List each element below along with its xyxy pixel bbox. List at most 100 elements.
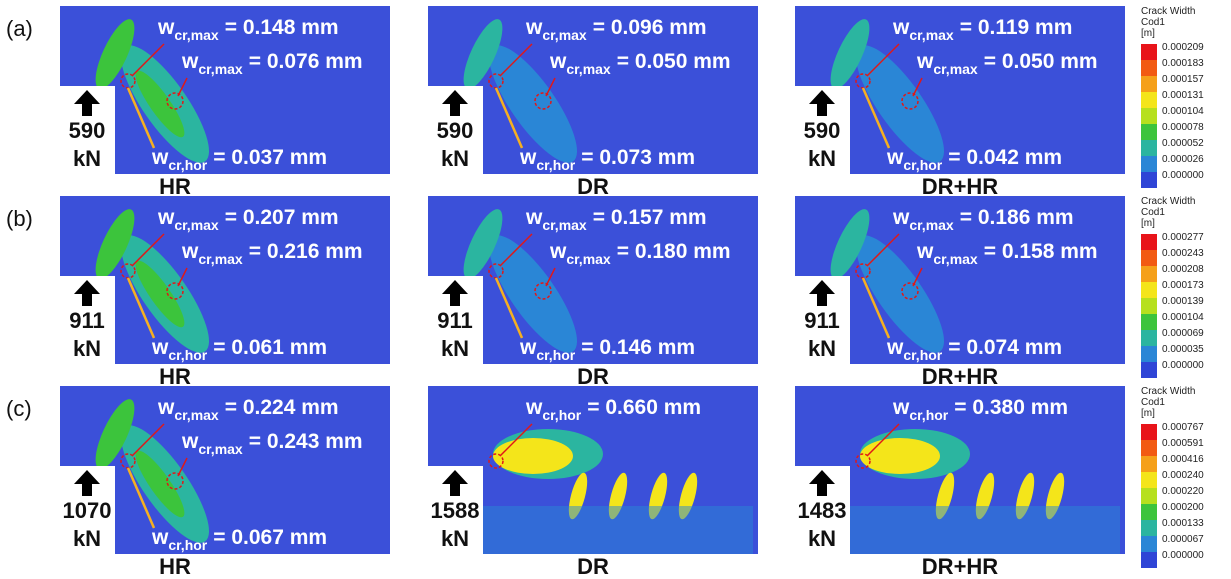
legend-title: Cod1 [1141, 397, 1165, 408]
value-text: = 0.180 mm [617, 240, 731, 263]
value-text: = 0.158 mm [984, 240, 1098, 263]
value-text: = 0.050 mm [984, 50, 1098, 73]
symbol: w [525, 16, 543, 39]
legend-swatch [1141, 552, 1157, 568]
subscript: cr,max [542, 217, 587, 233]
panel-name: DR [577, 364, 609, 389]
legend-value: 0.000220 [1162, 486, 1204, 497]
legend-swatch [1141, 234, 1157, 250]
load-unit: kN [73, 146, 101, 171]
legend-value: 0.000067 [1162, 534, 1204, 545]
legend-value: 0.000069 [1162, 328, 1204, 339]
symbol: w [157, 396, 175, 419]
symbol: w [181, 430, 199, 453]
load-value: 590 [437, 118, 474, 143]
load-value: 1070 [63, 498, 112, 523]
contour [483, 506, 753, 554]
legend-title: Crack Width [1141, 386, 1195, 397]
legend-title: Crack Width [1141, 6, 1195, 17]
panel-name: DR+HR [922, 174, 999, 199]
legend: Crack WidthCod1[m]0.0007670.0005910.0004… [1141, 386, 1204, 568]
value-text: = 0.380 mm [954, 396, 1068, 419]
subscript: cr,max [174, 217, 219, 233]
legend-swatch [1141, 44, 1157, 60]
subscript: cr,max [198, 61, 243, 77]
subscript: cr,hor [909, 407, 948, 423]
legend-value: 0.000157 [1162, 74, 1204, 85]
load-value: 590 [804, 118, 841, 143]
load-unit: kN [73, 526, 101, 551]
legend-value: 0.000208 [1162, 264, 1204, 275]
legend-value: 0.000767 [1162, 422, 1204, 433]
symbol: w [151, 336, 169, 359]
legend-value: 0.000173 [1162, 280, 1204, 291]
legend-value: 0.000591 [1162, 438, 1204, 449]
legend-value: 0.000416 [1162, 454, 1204, 465]
value-text: = 0.076 mm [249, 50, 363, 73]
value-text: = 0.042 mm [948, 146, 1062, 169]
symbol: w [892, 206, 910, 229]
subscript: cr,max [566, 61, 611, 77]
panel-name: HR [159, 554, 191, 579]
symbol: w [519, 336, 537, 359]
legend-swatch [1141, 362, 1157, 378]
legend-title: Cod1 [1141, 207, 1165, 218]
symbol: w [151, 146, 169, 169]
value-text: = 0.186 mm [960, 206, 1074, 229]
contour [493, 438, 573, 474]
load-unit: kN [441, 526, 469, 551]
legend: Crack WidthCod1[m]0.0002770.0002430.0002… [1141, 196, 1204, 378]
symbol: w [549, 240, 567, 263]
legend-swatch [1141, 440, 1157, 456]
load-value: 590 [69, 118, 106, 143]
symbol: w [525, 206, 543, 229]
load-unit: kN [73, 336, 101, 361]
legend-value: 0.000035 [1162, 344, 1204, 355]
load-value: 911 [69, 308, 105, 333]
subscript: cr,max [542, 27, 587, 43]
panel-name: DR [577, 554, 609, 579]
panel-name: DR+HR [922, 554, 999, 579]
legend-value: 0.000209 [1162, 42, 1204, 53]
legend-value: 0.000139 [1162, 296, 1204, 307]
legend-value: 0.000104 [1162, 106, 1204, 117]
subscript: cr,max [909, 217, 954, 233]
legend-value: 0.000240 [1162, 470, 1204, 481]
legend-swatch [1141, 330, 1157, 346]
subscript: cr,hor [903, 347, 942, 363]
legend-swatch [1141, 282, 1157, 298]
load-value: 911 [437, 308, 473, 333]
legend-swatch [1141, 346, 1157, 362]
value-text: = 0.050 mm [617, 50, 731, 73]
load-value: 1588 [431, 498, 480, 523]
contour [850, 506, 1120, 554]
load-unit: kN [808, 336, 836, 361]
legend-value: 0.000052 [1162, 138, 1204, 149]
subscript: cr,max [174, 27, 219, 43]
subscript: cr,max [174, 407, 219, 423]
figure: (a)590kNwcr,max= 0.148 mmwcr,max= 0.076 … [0, 0, 1231, 579]
value-text: = 0.061 mm [213, 336, 327, 359]
subscript: cr,hor [536, 347, 575, 363]
symbol: w [181, 240, 199, 263]
legend-value: 0.000026 [1162, 154, 1204, 165]
legend-value: 0.000131 [1162, 90, 1204, 101]
subscript: cr,max [198, 441, 243, 457]
symbol: w [151, 526, 169, 549]
legend-swatch [1141, 60, 1157, 76]
value-text: = 0.037 mm [213, 146, 327, 169]
legend-swatch [1141, 140, 1157, 156]
legend-swatch [1141, 250, 1157, 266]
symbol: w [892, 396, 910, 419]
panel-name: DR [577, 174, 609, 199]
legend-title: [m] [1141, 218, 1155, 229]
subscript: cr,hor [536, 157, 575, 173]
symbol: w [519, 146, 537, 169]
panel-name: DR+HR [922, 364, 999, 389]
symbol: w [886, 336, 904, 359]
legend-swatch [1141, 424, 1157, 440]
symbol: w [181, 50, 199, 73]
